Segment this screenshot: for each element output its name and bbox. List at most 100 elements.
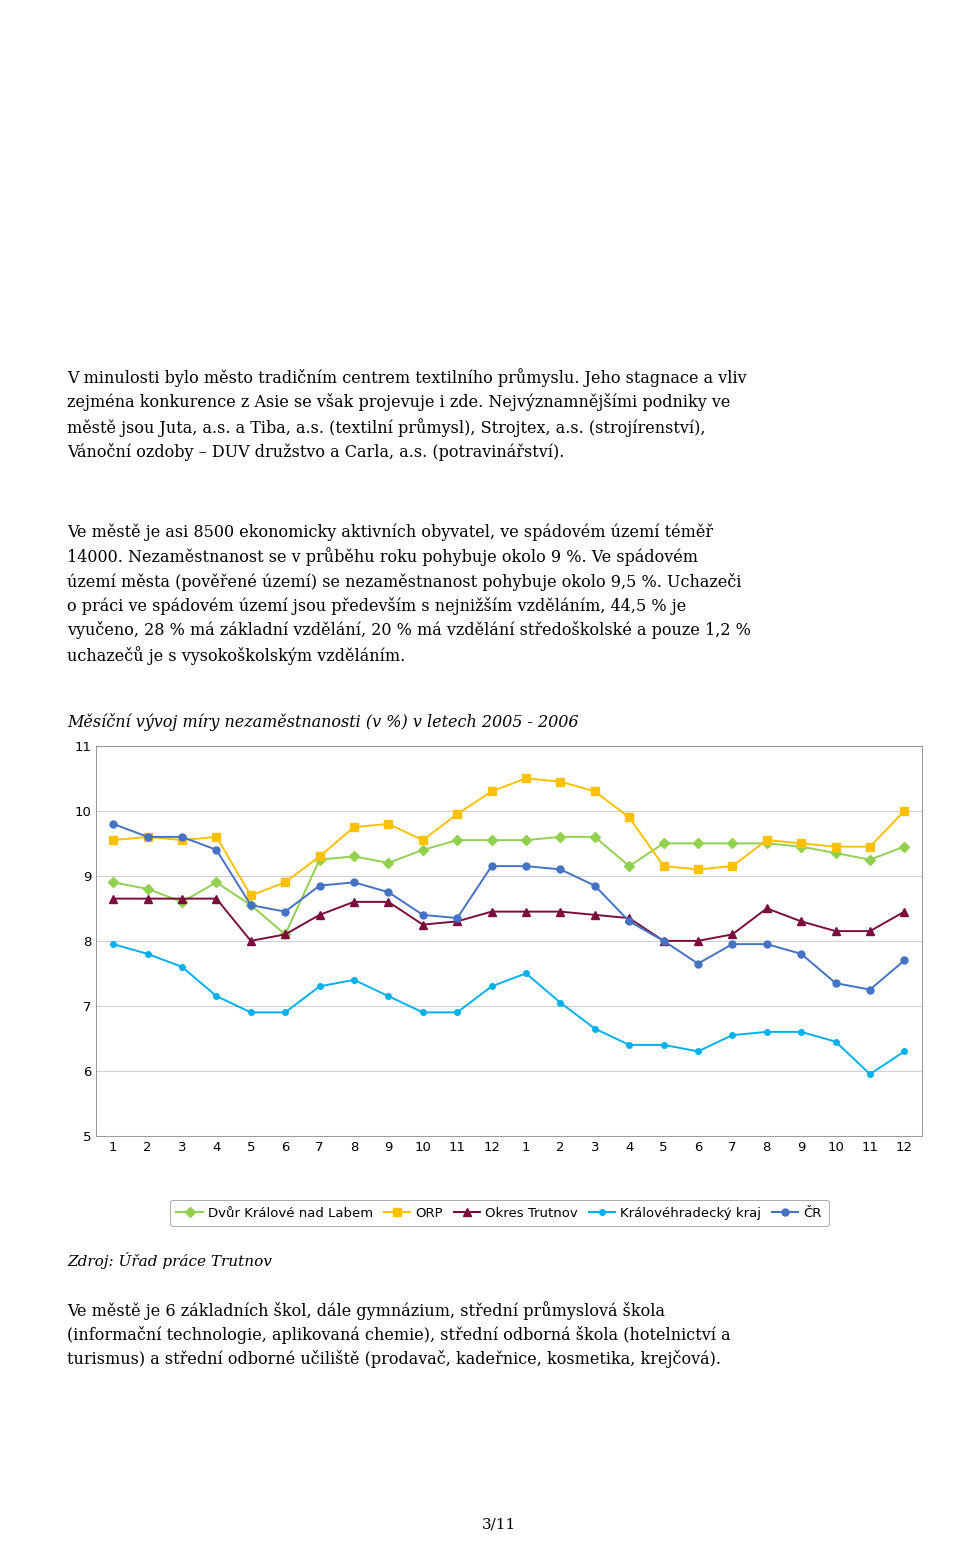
Královéhradecký kraj (623, 1036, 635, 1055)
Okres Trutnov (796, 912, 807, 931)
Okres Trutnov (761, 898, 773, 917)
ORP (348, 818, 360, 837)
Okres Trutnov (899, 903, 910, 922)
Dvůr Králové nad Labem (451, 831, 463, 850)
Okres Trutnov (383, 892, 395, 911)
ORP (383, 814, 395, 833)
ORP (761, 831, 773, 850)
Okres Trutnov (623, 909, 635, 928)
ORP (108, 831, 119, 850)
ORP (555, 772, 566, 790)
Královéhradecký kraj (383, 988, 395, 1006)
ČR (589, 876, 601, 895)
ČR (177, 828, 188, 847)
Dvůr Králové nad Labem (796, 837, 807, 856)
Dvůr Králové nad Labem (761, 834, 773, 853)
Královéhradecký kraj (245, 1003, 256, 1022)
ORP (829, 837, 841, 856)
Královéhradecký kraj (210, 988, 222, 1006)
ORP (486, 782, 497, 801)
Královéhradecký kraj (142, 945, 154, 964)
ORP (142, 828, 154, 847)
Legend: Dvůr Králové nad Labem, ORP, Okres Trutnov, Královéhradecký kraj, ČR: Dvůr Králové nad Labem, ORP, Okres Trutn… (170, 1200, 828, 1227)
ORP (727, 856, 738, 875)
ORP (177, 831, 188, 850)
Okres Trutnov (589, 906, 601, 925)
Dvůr Králové nad Labem (417, 840, 428, 859)
Okres Trutnov (177, 889, 188, 908)
ČR (348, 873, 360, 892)
Dvůr Králové nad Labem (864, 850, 876, 869)
ČR (245, 895, 256, 914)
Královéhradecký kraj (108, 934, 119, 953)
ORP (520, 768, 532, 787)
ORP (623, 808, 635, 826)
Okres Trutnov (486, 903, 497, 922)
Okres Trutnov (692, 931, 704, 950)
ORP (796, 834, 807, 853)
Dvůr Králové nad Labem (520, 831, 532, 850)
Okres Trutnov (348, 892, 360, 911)
Line: Okres Trutnov: Okres Trutnov (109, 895, 908, 945)
Okres Trutnov (417, 916, 428, 934)
Královéhradecký kraj (589, 1019, 601, 1038)
Dvůr Králové nad Labem (245, 895, 256, 914)
ČR (555, 861, 566, 880)
Královéhradecký kraj (279, 1003, 291, 1022)
ORP (658, 856, 669, 875)
Královéhradecký kraj (796, 1022, 807, 1041)
Královéhradecký kraj (829, 1033, 841, 1052)
Dvůr Králové nad Labem (486, 831, 497, 850)
ČR (727, 934, 738, 953)
Text: Zdroj: Úřad práce Trutnov: Zdroj: Úřad práce Trutnov (67, 1252, 272, 1269)
Text: Ve městě je 6 základních škol, dále gymnázium, střední průmyslová škola
(informa: Ve městě je 6 základních škol, dále gymn… (67, 1301, 731, 1368)
Královéhradecký kraj (658, 1036, 669, 1055)
ČR (142, 828, 154, 847)
Královéhradecký kraj (348, 970, 360, 989)
Text: Ve městě je asi 8500 ekonomicky aktivních obyvatel, ve spádovém území téměř
1400: Ve městě je asi 8500 ekonomicky aktivníc… (67, 523, 751, 665)
Line: Královéhradecký kraj: Královéhradecký kraj (110, 941, 907, 1077)
Okres Trutnov (142, 889, 154, 908)
ČR (417, 906, 428, 925)
Okres Trutnov (555, 903, 566, 922)
Dvůr Králové nad Labem (727, 834, 738, 853)
ČR (210, 840, 222, 859)
ČR (279, 903, 291, 922)
Královéhradecký kraj (520, 964, 532, 983)
Text: 3/11: 3/11 (482, 1516, 516, 1531)
Okres Trutnov (727, 925, 738, 944)
Dvůr Králové nad Labem (589, 828, 601, 847)
Královéhradecký kraj (177, 958, 188, 977)
Dvůr Králové nad Labem (177, 892, 188, 911)
ORP (589, 782, 601, 801)
Dvůr Králové nad Labem (348, 847, 360, 865)
ORP (314, 847, 325, 865)
Text: Měsíční vývoj míry nezaměstnanosti (v %) v letech 2005 - 2006: Měsíční vývoj míry nezaměstnanosti (v %)… (67, 714, 579, 731)
ORP (210, 828, 222, 847)
Dvůr Králové nad Labem (555, 828, 566, 847)
Okres Trutnov (314, 906, 325, 925)
Okres Trutnov (451, 912, 463, 931)
Okres Trutnov (210, 889, 222, 908)
Dvůr Králové nad Labem (108, 873, 119, 892)
Okres Trutnov (829, 922, 841, 941)
ČR (108, 814, 119, 833)
ORP (692, 861, 704, 880)
ČR (658, 931, 669, 950)
ČR (829, 973, 841, 992)
ORP (899, 801, 910, 820)
Okres Trutnov (245, 931, 256, 950)
ČR (314, 876, 325, 895)
Okres Trutnov (520, 903, 532, 922)
Dvůr Králové nad Labem (623, 856, 635, 875)
ČR (520, 856, 532, 875)
Dvůr Králové nad Labem (383, 853, 395, 872)
Line: Dvůr Králové nad Labem: Dvůr Králové nad Labem (109, 834, 908, 937)
ČR (692, 955, 704, 973)
ORP (417, 831, 428, 850)
Královéhradecký kraj (727, 1025, 738, 1044)
Dvůr Králové nad Labem (314, 850, 325, 869)
Královéhradecký kraj (555, 994, 566, 1013)
ČR (796, 945, 807, 964)
Královéhradecký kraj (899, 1042, 910, 1061)
